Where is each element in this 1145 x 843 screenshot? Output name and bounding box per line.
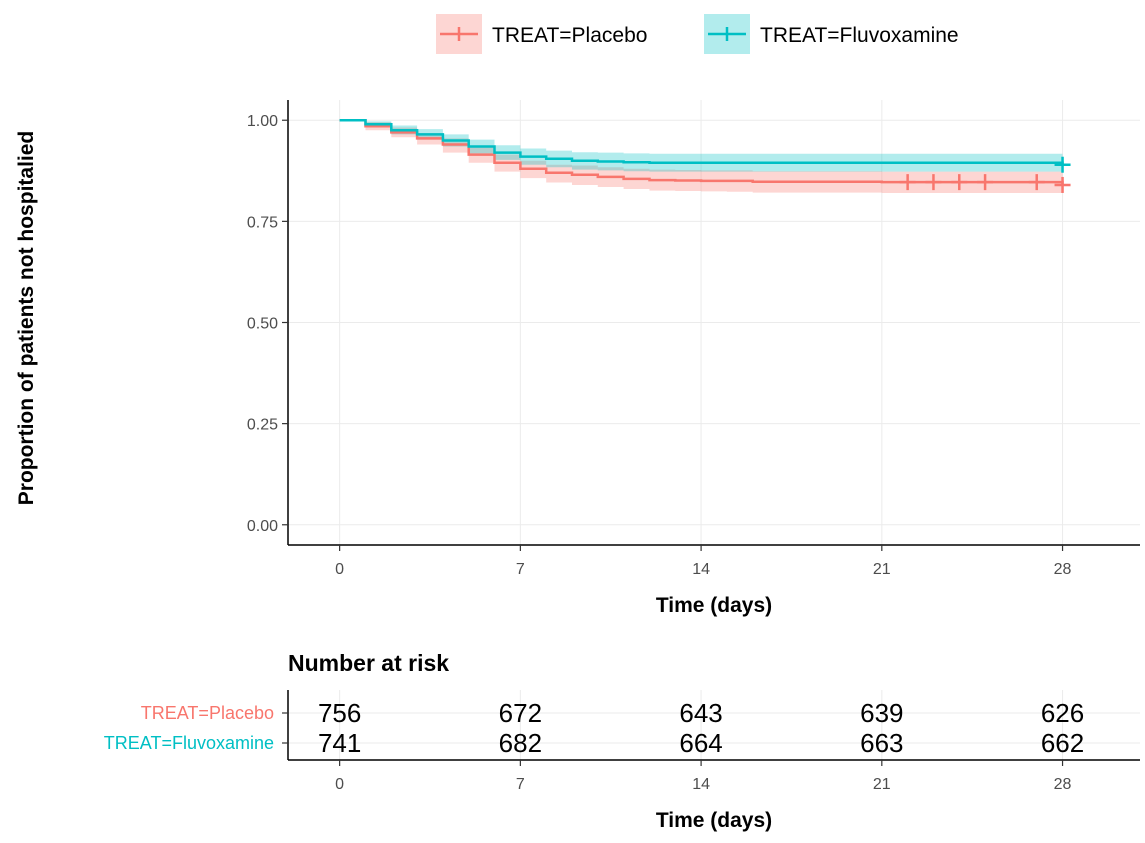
y-tick-label: 0.50 xyxy=(247,316,278,333)
risk-value: 741 xyxy=(318,728,361,758)
risk-value: 664 xyxy=(679,728,722,758)
risk-x-tick-label: 7 xyxy=(516,776,525,793)
risk-table-gridlines xyxy=(288,690,1140,760)
legend-item: TREAT=Fluvoxamine xyxy=(704,14,959,54)
risk-x-tick-label: 28 xyxy=(1054,776,1072,793)
risk-x-tick-label: 21 xyxy=(873,776,891,793)
risk-row-label: TREAT=Placebo xyxy=(141,703,274,723)
ci-band-1 xyxy=(339,120,1063,174)
x-tick-label: 7 xyxy=(516,561,525,578)
risk-row-label: TREAT=Fluvoxamine xyxy=(104,733,274,753)
y-tick-label: 0.00 xyxy=(247,518,278,535)
y-tick-label: 1.00 xyxy=(247,113,278,130)
x-tick-label: 21 xyxy=(873,561,891,578)
risk-table-title: Number at risk xyxy=(288,650,449,676)
x-tick-label: 0 xyxy=(335,561,344,578)
legend: TREAT=Placebo TREAT=Fluvoxamine xyxy=(436,14,959,54)
risk-value: 756 xyxy=(318,698,361,728)
legend-label: TREAT=Placebo xyxy=(492,24,647,47)
survival-curve-1 xyxy=(339,118,1064,165)
legend-label: TREAT=Fluvoxamine xyxy=(760,24,959,47)
x-tick-label: 28 xyxy=(1054,561,1072,578)
censor-marks-0 xyxy=(899,174,1071,193)
y-tick-label: 0.25 xyxy=(247,417,278,434)
risk-x-tick-label: 14 xyxy=(692,776,710,793)
risk-value: 662 xyxy=(1041,728,1084,758)
legend-item: TREAT=Placebo xyxy=(436,14,647,54)
risk-x-tick-label: 0 xyxy=(335,776,344,793)
risk-value: 682 xyxy=(499,728,542,758)
survival-curve-0 xyxy=(339,118,1064,185)
main-gridlines xyxy=(288,100,1140,545)
risk-value: 663 xyxy=(860,728,903,758)
risk-value: 643 xyxy=(679,698,722,728)
risk-value: 639 xyxy=(860,698,903,728)
y-axis-title: Proportion of patients not hospitalied xyxy=(15,131,38,505)
y-tick-label: 0.75 xyxy=(247,214,278,231)
risk-value: 626 xyxy=(1041,698,1084,728)
risk-x-axis-title: Time (days) xyxy=(656,809,772,832)
x-axis-title: Time (days) xyxy=(656,594,772,617)
x-tick-label: 14 xyxy=(692,561,710,578)
risk-value: 672 xyxy=(499,698,542,728)
ci-band-0 xyxy=(339,120,1063,198)
censor-marks-1 xyxy=(1054,156,1071,173)
